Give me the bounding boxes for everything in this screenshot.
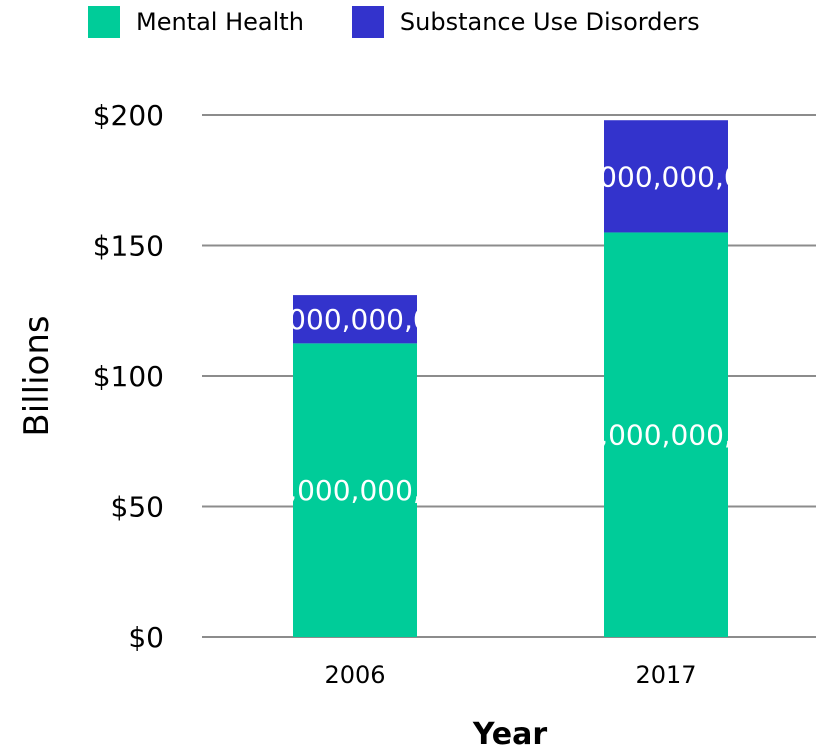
data-label: 43,000,000,000 <box>555 160 778 193</box>
legend-label-substance-use: Substance Use Disorders <box>399 8 700 36</box>
x-axis-title: Year <box>472 717 548 749</box>
y-tick-label: $50 <box>111 491 164 524</box>
bar-mental-health-2017[interactable] <box>604 232 728 637</box>
legend-item-mental-health[interactable]: Mental Health <box>88 6 304 38</box>
y-tick-label: $150 <box>93 230 164 263</box>
bar-substance-use-2006[interactable] <box>293 295 417 344</box>
x-tick-label: 2017 <box>635 661 696 689</box>
x-axis: 2006 2017 <box>324 661 696 689</box>
legend-swatch-substance-use <box>351 6 384 38</box>
y-axis: $0 $50 $100 $150 $200 <box>93 99 164 654</box>
y-axis-title: Billions <box>17 315 57 436</box>
bar-mental-health-2006[interactable] <box>293 343 417 637</box>
legend-item-substance-use[interactable]: Substance Use Disorders <box>351 6 700 38</box>
y-tick-label: $200 <box>93 99 164 132</box>
legend-label-mental-health: Mental Health <box>136 8 304 36</box>
data-label: 155,000,000,000 <box>546 419 786 452</box>
data-labels: 113,000,000,000 18,000,000,000 155,000,000… <box>235 160 786 507</box>
x-tick-label: 2006 <box>324 661 385 689</box>
data-label: 113,000,000,000 <box>235 474 475 507</box>
y-tick-label: $100 <box>93 360 164 393</box>
y-tick-label: $0 <box>128 621 164 654</box>
legend-swatch-mental-health <box>88 6 120 38</box>
data-label: 18,000,000,000 <box>244 303 467 336</box>
bar-substance-use-2017[interactable] <box>604 120 728 233</box>
legend: Mental Health Substance Use Disorders <box>88 6 748 38</box>
bars <box>293 120 728 637</box>
